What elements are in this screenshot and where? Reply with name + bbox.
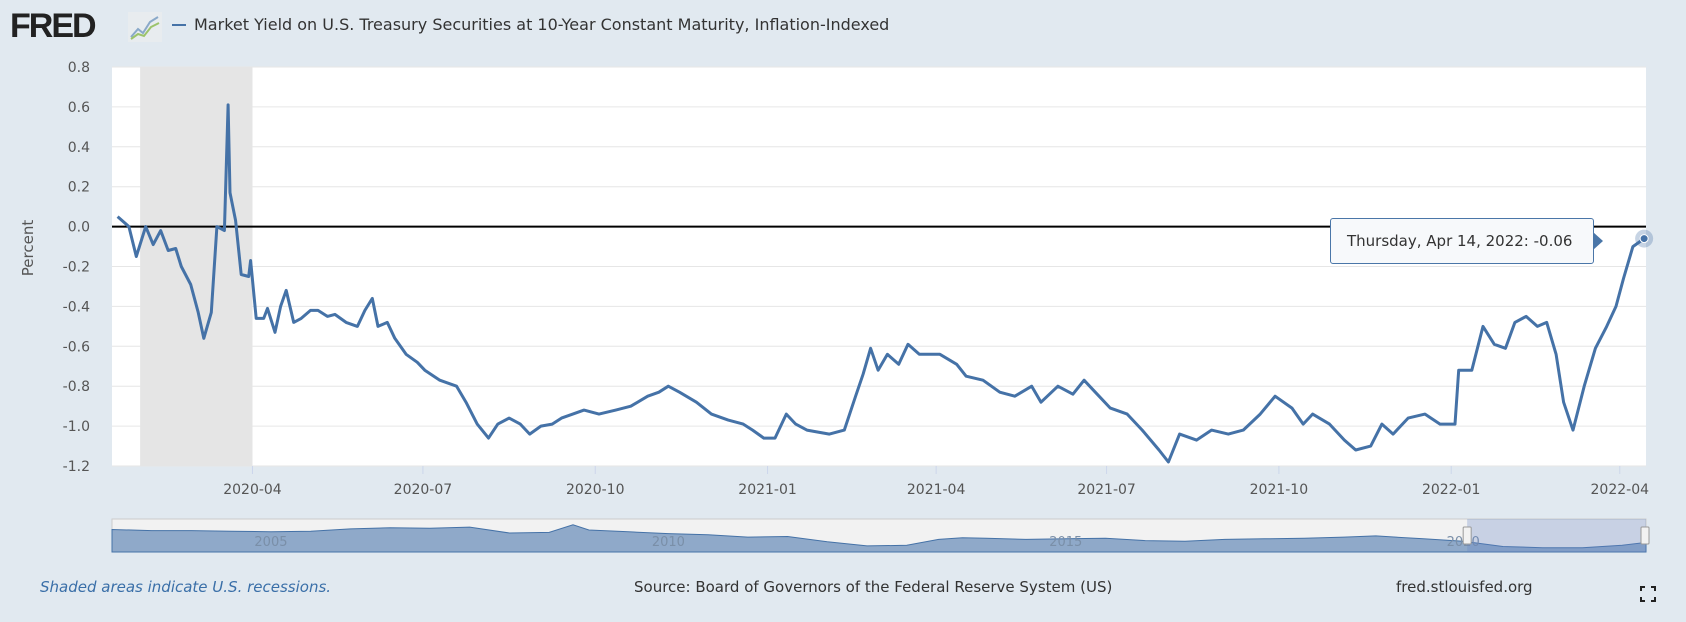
y-tick-label: -0.4 [63,299,90,315]
y-tick-label: -1.0 [63,419,90,435]
navigator-series-area [111,524,1647,553]
y-tick-label: 0.2 [68,180,90,196]
navigator-year-label: 2015 [1049,535,1082,550]
y-axis-label: Percent [19,220,37,277]
y-tick-label: -0.2 [63,260,90,276]
recession-note: Shaded areas indicate U.S. recessions. [40,578,332,596]
y-tick-label: 0.4 [68,140,90,156]
fred-graph-logo-icon [128,12,162,42]
tooltip-date: Thursday, Apr 14, 2022: [1347,232,1529,250]
tooltip-arrow [1593,232,1603,250]
hover-point[interactable] [1639,234,1649,244]
legend-line-icon [172,23,186,26]
site-link[interactable]: fred.stlouisfed.org [1396,578,1533,596]
legend-label: Market Yield on U.S. Treasury Securities… [194,15,890,34]
navigator-selected-range[interactable] [1467,519,1646,552]
navigator-year-label: 2010 [652,535,685,550]
recession-shade [140,67,253,466]
y-tick-label: 0.6 [68,100,90,116]
y-tick-label: -0.8 [63,379,90,395]
fullscreen-icon[interactable] [1640,586,1656,602]
x-tick-label: 2022-01 [1422,482,1481,498]
y-tick-label: 0.8 [68,60,90,76]
navigator-year-label: 2005 [254,535,287,550]
x-tick-label: 2020-10 [566,482,625,498]
y-tick-label: 0.0 [68,220,90,236]
x-tick-label: 2021-07 [1077,482,1136,498]
navigator-handle[interactable] [1640,526,1650,545]
tooltip-value: -0.06 [1533,232,1573,250]
legend-item[interactable]: Market Yield on U.S. Treasury Securities… [172,15,889,34]
y-tick-label: -0.6 [63,339,90,355]
x-tick-label: 2021-01 [738,482,797,498]
fred-logo[interactable]: FRED [10,7,97,45]
x-tick-label: 2020-07 [394,482,453,498]
navigator-handle[interactable] [1462,526,1472,545]
series-line [116,103,1645,464]
tooltip: Thursday, Apr 14, 2022: -0.06 [1330,218,1594,264]
x-tick-label: 2022-04 [1591,482,1650,498]
x-tick-label: 2020-04 [223,482,282,498]
x-tick-label: 2021-10 [1250,482,1309,498]
y-tick-label: -1.2 [63,459,90,475]
x-tick-label: 2021-04 [907,482,966,498]
source-text: Source: Board of Governors of the Federa… [634,578,1113,596]
